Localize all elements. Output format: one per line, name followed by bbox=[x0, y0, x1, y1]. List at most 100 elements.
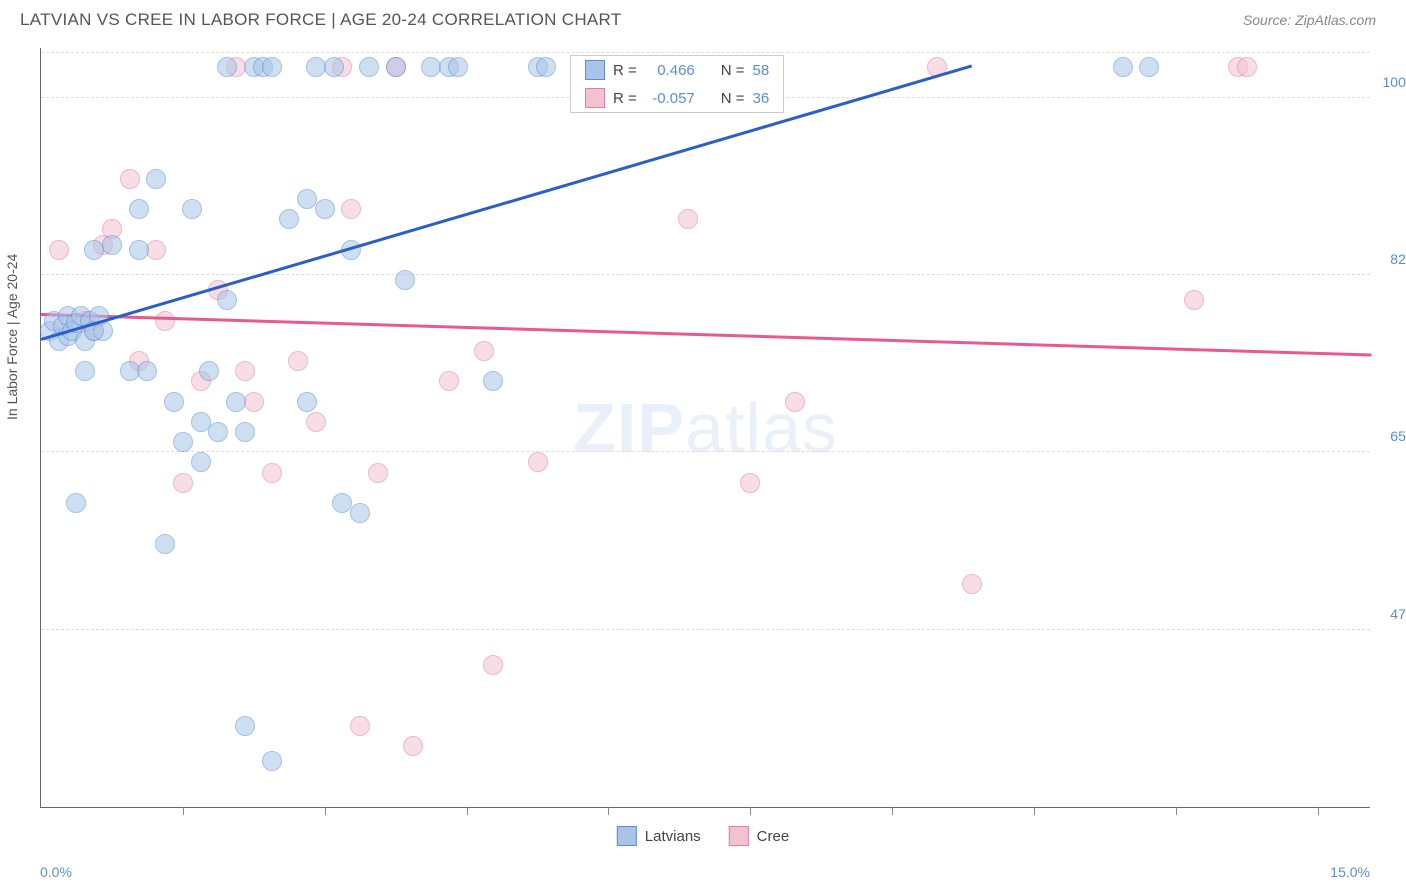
r-label: R = bbox=[613, 90, 637, 107]
scatter-point bbox=[740, 473, 760, 493]
scatter-point bbox=[146, 240, 166, 260]
scatter-point bbox=[403, 736, 423, 756]
scatter-point bbox=[297, 392, 317, 412]
swatch-cree bbox=[729, 826, 749, 846]
scatter-point bbox=[244, 392, 264, 412]
scatter-point bbox=[386, 57, 406, 77]
watermark-atlas: atlas bbox=[685, 389, 838, 467]
swatch-latvians bbox=[585, 60, 605, 80]
scatter-point bbox=[1113, 57, 1133, 77]
scatter-point bbox=[137, 361, 157, 381]
scatter-point bbox=[368, 463, 388, 483]
y-tick-label: 47.5% bbox=[1390, 606, 1406, 622]
trend-line bbox=[41, 313, 1371, 356]
scatter-point bbox=[49, 240, 69, 260]
scatter-point bbox=[439, 371, 459, 391]
chart-title: LATVIAN VS CREE IN LABOR FORCE | AGE 20-… bbox=[20, 10, 622, 30]
scatter-point bbox=[324, 57, 344, 77]
scatter-point bbox=[75, 361, 95, 381]
n-label: N = bbox=[721, 62, 745, 79]
legend-label-cree: Cree bbox=[757, 828, 790, 845]
n-value-latvians: 58 bbox=[753, 62, 770, 79]
scatter-point bbox=[226, 392, 246, 412]
x-tick bbox=[467, 807, 468, 815]
scatter-point bbox=[1184, 290, 1204, 310]
r-label: R = bbox=[613, 62, 637, 79]
scatter-point bbox=[536, 57, 556, 77]
watermark-zip: ZIP bbox=[573, 389, 685, 467]
gridline bbox=[41, 451, 1370, 452]
y-tick-label: 82.5% bbox=[1390, 251, 1406, 267]
scatter-point bbox=[359, 57, 379, 77]
scatter-point bbox=[315, 199, 335, 219]
scatter-point bbox=[208, 422, 228, 442]
x-tick bbox=[183, 807, 184, 815]
scatter-point bbox=[279, 209, 299, 229]
scatter-point bbox=[164, 392, 184, 412]
swatch-latvians bbox=[617, 826, 637, 846]
x-tick bbox=[1034, 807, 1035, 815]
x-max-label: 15.0% bbox=[1330, 864, 1370, 880]
source-label: Source: ZipAtlas.com bbox=[1243, 12, 1376, 28]
scatter-point bbox=[235, 422, 255, 442]
scatter-point bbox=[395, 270, 415, 290]
x-tick bbox=[1176, 807, 1177, 815]
gridline bbox=[41, 629, 1370, 630]
scatter-point bbox=[155, 534, 175, 554]
y-tick-label: 65.0% bbox=[1390, 428, 1406, 444]
scatter-point bbox=[146, 169, 166, 189]
r-value-cree: -0.057 bbox=[645, 90, 695, 107]
scatter-point bbox=[262, 463, 282, 483]
scatter-point bbox=[448, 57, 468, 77]
scatter-point bbox=[217, 290, 237, 310]
legend-label-latvians: Latvians bbox=[645, 828, 701, 845]
scatter-point bbox=[262, 57, 282, 77]
r-value-latvians: 0.466 bbox=[645, 62, 695, 79]
scatter-point bbox=[217, 57, 237, 77]
scatter-point bbox=[678, 209, 698, 229]
scatter-point bbox=[474, 341, 494, 361]
y-tick-label: 100.0% bbox=[1383, 74, 1406, 90]
scatter-point bbox=[306, 412, 326, 432]
x-min-label: 0.0% bbox=[40, 864, 72, 880]
swatch-cree bbox=[585, 88, 605, 108]
legend-row-cree: R = -0.057 N = 36 bbox=[571, 84, 783, 112]
scatter-point bbox=[341, 199, 361, 219]
scatter-point bbox=[120, 169, 140, 189]
n-value-cree: 36 bbox=[753, 90, 770, 107]
trend-line bbox=[41, 65, 973, 341]
x-tick bbox=[325, 807, 326, 815]
scatter-point bbox=[528, 452, 548, 472]
scatter-point bbox=[182, 199, 202, 219]
gridline bbox=[41, 274, 1370, 275]
scatter-point bbox=[235, 361, 255, 381]
x-tick bbox=[1318, 807, 1319, 815]
scatter-point bbox=[173, 432, 193, 452]
scatter-point bbox=[129, 199, 149, 219]
scatter-point bbox=[785, 392, 805, 412]
scatter-point bbox=[350, 503, 370, 523]
scatter-point bbox=[199, 361, 219, 381]
n-label: N = bbox=[721, 90, 745, 107]
x-tick bbox=[608, 807, 609, 815]
scatter-point bbox=[173, 473, 193, 493]
scatter-point bbox=[191, 452, 211, 472]
scatter-point bbox=[350, 716, 370, 736]
legend-item-latvians: Latvians bbox=[617, 826, 701, 846]
x-tick bbox=[892, 807, 893, 815]
scatter-point bbox=[129, 240, 149, 260]
scatter-point bbox=[288, 351, 308, 371]
scatter-point bbox=[483, 371, 503, 391]
plot-area: ZIPatlas 47.5%65.0%82.5%100.0% bbox=[40, 48, 1370, 808]
scatter-point bbox=[102, 235, 122, 255]
correlation-legend: R = 0.466 N = 58 R = -0.057 N = 36 bbox=[570, 55, 784, 113]
scatter-point bbox=[235, 716, 255, 736]
scatter-point bbox=[1139, 57, 1159, 77]
y-axis-label: In Labor Force | Age 20-24 bbox=[4, 254, 20, 420]
scatter-point bbox=[962, 574, 982, 594]
x-tick bbox=[750, 807, 751, 815]
scatter-point bbox=[66, 493, 86, 513]
gridline bbox=[41, 52, 1370, 53]
scatter-point bbox=[483, 655, 503, 675]
scatter-point bbox=[155, 311, 175, 331]
